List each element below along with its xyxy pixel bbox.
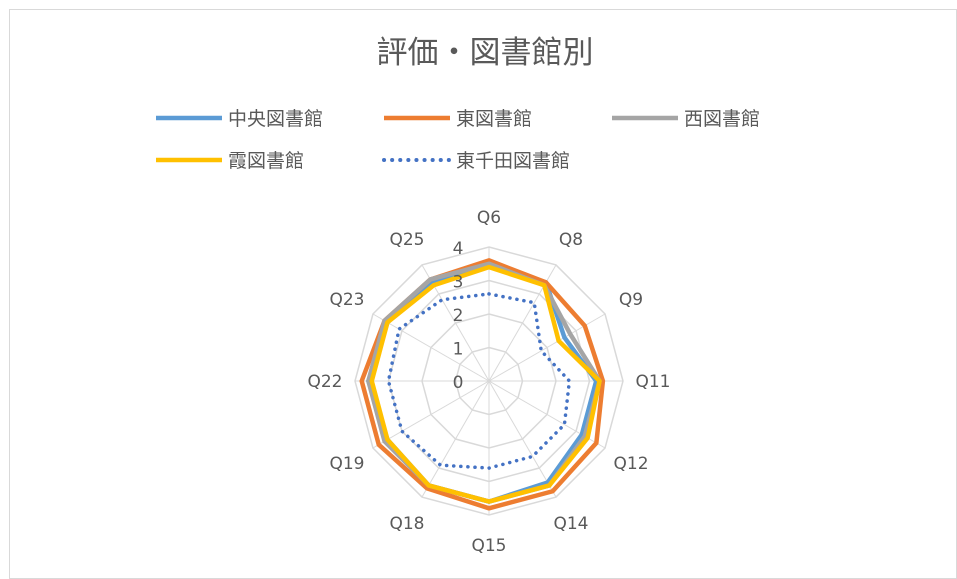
legend-label-0: 中央図書館 — [228, 108, 323, 130]
spoke-Q23 — [372, 313, 490, 382]
tick-label-4: 4 — [453, 239, 464, 259]
tick-label-0: 0 — [453, 373, 464, 393]
category-label-Q8: Q8 — [559, 230, 583, 250]
category-label-Q22: Q22 — [307, 372, 342, 392]
radar-grid — [354, 246, 624, 516]
series-line-4 — [386, 292, 572, 470]
category-label-Q14: Q14 — [553, 514, 588, 534]
legend-label-2: 西図書館 — [684, 108, 760, 130]
chart-title: 評価・図書館別 — [377, 35, 594, 71]
radar-series-group — [359, 258, 606, 511]
category-label-Q15: Q15 — [471, 536, 506, 556]
radar-labels: Q6 Q8 Q9 Q11 Q12 Q14 Q15 Q18 Q19 Q22 Q23 Q25 0 1 2 3 4 — [307, 208, 670, 556]
series-line-3 — [369, 264, 602, 504]
category-label-Q23: Q23 — [329, 290, 364, 310]
category-label-Q18: Q18 — [389, 514, 424, 534]
category-label-Q6: Q6 — [477, 208, 501, 228]
tick-label-2: 2 — [453, 306, 464, 326]
category-label-Q9: Q9 — [619, 290, 643, 310]
legend-label-4: 東千田図書館 — [456, 150, 570, 172]
tick-label-1: 1 — [453, 340, 464, 360]
spoke-Q19 — [372, 380, 490, 449]
legend-label-1: 東図書館 — [456, 108, 532, 130]
category-label-Q12: Q12 — [614, 454, 649, 474]
spoke-Q14 — [488, 380, 557, 498]
spoke-Q18 — [421, 380, 490, 498]
category-label-Q19: Q19 — [329, 454, 364, 474]
tick-label-3: 3 — [453, 273, 464, 293]
category-label-Q11: Q11 — [635, 372, 670, 392]
category-label-Q25: Q25 — [389, 230, 424, 250]
legend-label-3: 霞図書館 — [228, 150, 304, 172]
